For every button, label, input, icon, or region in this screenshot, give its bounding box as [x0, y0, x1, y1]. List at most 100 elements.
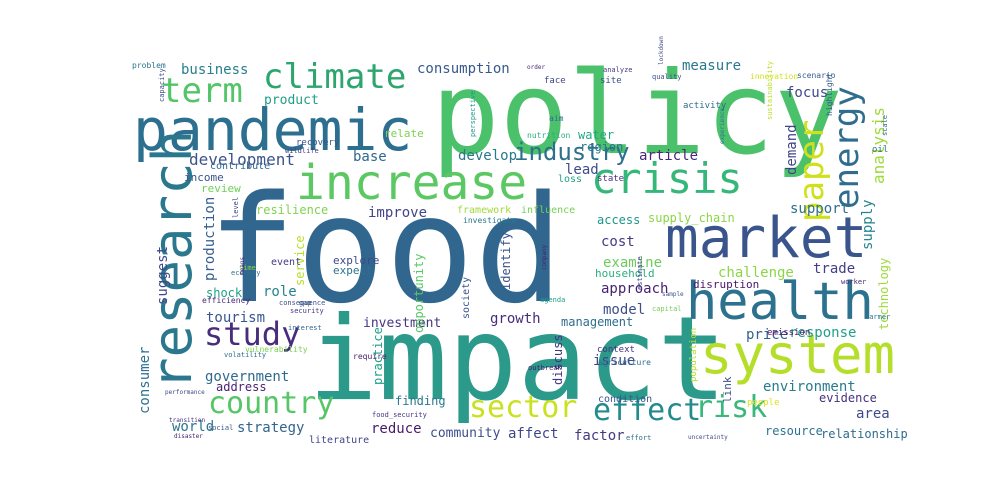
word-social: social: [208, 424, 234, 432]
word-emission: emission: [767, 328, 811, 338]
word-volatility: volatility: [224, 351, 267, 359]
word-develop: develop: [458, 148, 518, 164]
word-aim: aim: [549, 114, 564, 123]
word-security: security: [290, 307, 324, 315]
word-activity: activity: [683, 101, 727, 111]
word-evidence: evidence: [819, 391, 877, 405]
word-crisis: crisis: [591, 154, 743, 203]
word-government: government: [205, 369, 290, 385]
word-consumer: consumer: [137, 346, 153, 414]
word-relate: relate: [384, 127, 424, 140]
word-experience: experience: [719, 107, 726, 144]
word-perspective: perspective: [469, 90, 477, 137]
word-transition: transition: [169, 417, 206, 424]
word-effect: effect: [593, 393, 702, 428]
word-analyze: analyze: [603, 66, 633, 74]
word-innovation: innovation: [750, 72, 799, 81]
word-strategy: strategy: [237, 420, 305, 436]
word-agriculture: agriculture: [598, 358, 651, 367]
word-recovery: recovery: [296, 138, 340, 148]
word-population: population: [689, 327, 699, 382]
word-measure: measure: [682, 58, 742, 74]
word-development: development: [189, 150, 295, 169]
word-economy: economy: [231, 269, 261, 277]
word-area: area: [856, 406, 890, 422]
word-resource: resource: [765, 424, 823, 438]
word-address: address: [216, 380, 267, 394]
word-business: business: [181, 62, 249, 78]
word-supply-chain: supply_chain: [648, 211, 735, 225]
word-role: role: [263, 284, 297, 300]
word-capacity: capacity: [158, 68, 166, 102]
word-increase: increase: [296, 155, 528, 211]
word-risk: risk: [695, 390, 768, 425]
word-affect: affect: [508, 426, 559, 442]
word-opportunity: opportunity: [412, 253, 426, 333]
word-climate: climate: [263, 57, 407, 97]
word-wildlife: wildlife: [285, 147, 319, 155]
word-support: support: [790, 201, 850, 217]
word-estimate: estimate: [636, 256, 644, 290]
word-country: country: [208, 386, 335, 421]
word-capital: capital: [652, 305, 682, 313]
word-tourism: tourism: [206, 310, 266, 326]
word-efficiency: efficiency: [202, 296, 251, 305]
word-examine: examine: [603, 255, 663, 271]
word-literature: literature: [309, 435, 370, 446]
word-vulnerability: vulnerability: [245, 345, 308, 354]
word-health: health: [686, 272, 874, 332]
word-loss: loss: [558, 174, 583, 185]
word-context: context: [597, 345, 635, 355]
word-identify: identify: [499, 232, 513, 290]
word-require: require: [353, 352, 387, 361]
word-face: face: [544, 76, 566, 86]
word-agenda: agenda: [540, 296, 566, 304]
word-investment: investment: [363, 316, 442, 331]
word-suggest: suggest: [155, 245, 171, 305]
word-consequence: consequence: [279, 299, 326, 307]
word-order: order: [527, 64, 546, 71]
word-article: article: [639, 148, 699, 164]
word-gap: gap: [299, 299, 312, 307]
word-price: price: [746, 327, 789, 343]
word-problem: problem: [132, 61, 166, 70]
word-performance: performance: [165, 389, 205, 396]
word-investigate: investigate: [463, 216, 516, 225]
word-water: water: [578, 128, 615, 142]
word-industry: industry: [514, 138, 630, 166]
word-disaster: disaster: [174, 433, 203, 440]
word-farmer: farmer: [865, 313, 891, 321]
word-expect: expect: [333, 264, 373, 277]
word-worker: worker: [841, 278, 867, 286]
word-supply: supply: [860, 199, 876, 250]
word-response: response: [789, 325, 857, 341]
word-factor: factor: [574, 428, 625, 444]
word-environment: environment: [763, 379, 856, 395]
word-nutrition: nutrition: [527, 131, 571, 140]
word-quality: quality: [652, 73, 682, 81]
word-reduce: reduce: [371, 421, 422, 437]
word-household: household: [595, 267, 655, 280]
word-focus: focus: [786, 85, 829, 101]
word-product: product: [264, 93, 319, 108]
word-access: access: [597, 213, 641, 227]
word-market: market: [665, 206, 868, 271]
word-base: base: [353, 149, 387, 165]
word-review: review: [201, 182, 241, 195]
word-shock: shock: [206, 286, 243, 300]
word-approach: approach: [601, 281, 669, 297]
word-challenge: challenge: [718, 265, 794, 281]
word-lockdown: lockdown: [658, 36, 665, 65]
word-framework: framework: [457, 205, 512, 216]
word-management: management: [561, 315, 634, 329]
word-world: world: [172, 419, 215, 435]
word-outbreak: outbreak: [528, 364, 562, 372]
word-energy: energy: [827, 86, 867, 209]
word-influence: influence: [521, 205, 576, 216]
word-study: study: [204, 315, 301, 353]
word-region: region: [580, 140, 624, 154]
word-site: site: [600, 76, 622, 86]
word-oil: oil: [872, 145, 889, 155]
word-growth: growth: [490, 311, 541, 327]
